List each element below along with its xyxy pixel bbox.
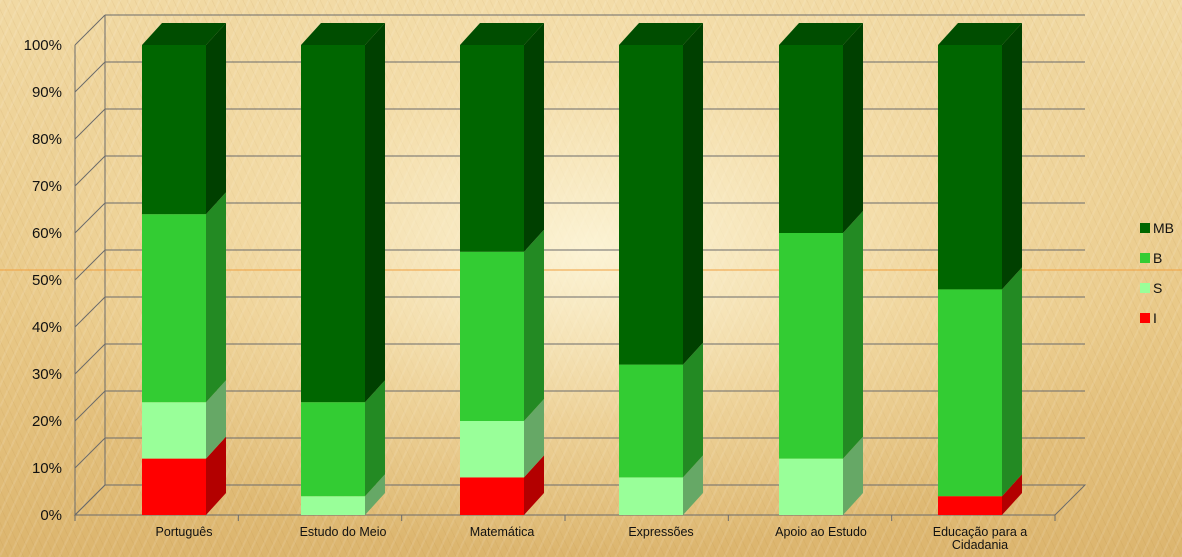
bar-segment-front xyxy=(619,45,683,365)
bar-segment-side xyxy=(1002,267,1022,497)
y-tick-label: 40% xyxy=(32,319,62,336)
bar-top xyxy=(142,23,226,45)
grid xyxy=(73,14,1087,516)
bar-segment-side xyxy=(1002,474,1022,515)
y-tick-label: 70% xyxy=(32,178,62,195)
y-tick-label: 90% xyxy=(32,84,62,101)
bar-segment-front xyxy=(938,45,1002,290)
gridline-depth xyxy=(74,61,106,93)
bar-segment-front xyxy=(938,289,1002,497)
gridline-depth xyxy=(74,155,106,187)
floor xyxy=(73,484,1087,516)
bar-segment-side xyxy=(206,436,226,515)
legend-label: I xyxy=(1153,310,1157,326)
bar-segment-front xyxy=(301,496,365,515)
legend: MB BSI xyxy=(1140,220,1174,326)
gridline-depth xyxy=(74,14,106,46)
bar-top xyxy=(938,23,1022,45)
bar-segment-front xyxy=(619,364,683,478)
gridline-depth xyxy=(74,437,106,469)
bar-segment-side xyxy=(843,23,863,233)
bar-segment-front xyxy=(142,214,206,403)
gridline-depth xyxy=(74,108,106,140)
bar-segment-side xyxy=(524,399,544,478)
bar-segment-side xyxy=(365,474,385,515)
bar-segment-front xyxy=(460,45,524,252)
legend-swatch xyxy=(1140,253,1150,263)
y-tick-label: 0% xyxy=(40,507,62,524)
x-tick-label: Português xyxy=(156,525,213,539)
bar-segment-front xyxy=(938,496,1002,515)
y-tick-label: 100% xyxy=(24,37,62,54)
bar-segment-front xyxy=(460,421,524,478)
bar-segment-front xyxy=(142,458,206,515)
bar-segment-side xyxy=(683,455,703,515)
bar-top xyxy=(619,23,703,45)
legend-label: MB xyxy=(1153,220,1174,236)
y-tick-label: 30% xyxy=(32,366,62,383)
bar-segment-front xyxy=(142,45,206,215)
gridline-depth xyxy=(74,296,106,328)
bar-segment-side xyxy=(524,23,544,252)
bar-segment-side xyxy=(843,211,863,459)
x-tick-label: Educação para a xyxy=(933,525,1028,539)
gridline-depth xyxy=(74,390,106,422)
bar-segment-side xyxy=(683,342,703,478)
x-tick-label: Apoio ao Estudo xyxy=(775,525,867,539)
y-tick-label: 50% xyxy=(32,272,62,289)
bar-segment-side xyxy=(683,23,703,365)
bar-segment-side xyxy=(365,23,385,403)
bars xyxy=(142,23,1022,515)
y-tick-label: 80% xyxy=(32,131,62,148)
bar-segment-side xyxy=(365,380,385,497)
bar-segment-side xyxy=(206,380,226,459)
y-tick-label: 20% xyxy=(32,413,62,430)
x-tick-label: Cidadania xyxy=(952,538,1008,552)
bar-segment-front xyxy=(779,458,843,515)
bar-segment-front xyxy=(460,251,524,421)
y-tick-label: 10% xyxy=(32,460,62,477)
bar-top xyxy=(301,23,385,45)
legend-swatch xyxy=(1140,313,1150,323)
legend-label: B xyxy=(1153,250,1162,266)
bar-segment-side xyxy=(1002,23,1022,290)
x-tick-label: Expressões xyxy=(628,525,693,539)
bar-segment-side xyxy=(843,436,863,515)
bar-segment-side xyxy=(524,455,544,515)
y-tick-label: 60% xyxy=(32,225,62,242)
axes: 0% 10% 20% 30% 40% 50% 60% 70% 80% 90% 100% Portugu… xyxy=(24,37,1056,552)
legend-swatch xyxy=(1140,223,1150,233)
gridline-depth xyxy=(74,202,106,234)
x-tick-label: Estudo do Meio xyxy=(300,525,387,539)
legend-swatch xyxy=(1140,283,1150,293)
bar-segment-front xyxy=(779,45,843,233)
bar-top xyxy=(460,23,544,45)
bar-segment-side xyxy=(524,229,544,421)
x-tick-label: Matemática xyxy=(470,525,535,539)
bar-segment-front xyxy=(779,233,843,459)
bar-segment-front xyxy=(142,402,206,459)
bar-segment-side xyxy=(206,192,226,403)
gridline-depth xyxy=(74,343,106,375)
bar-segment-front xyxy=(301,45,365,403)
gridline-depth xyxy=(74,249,106,281)
bar-segment-front xyxy=(460,477,524,515)
bar-segment-side xyxy=(206,23,226,215)
bar-segment-front xyxy=(301,402,365,497)
legend-label: S xyxy=(1153,280,1162,296)
bar-segment-front xyxy=(619,477,683,515)
bar-top xyxy=(779,23,863,45)
